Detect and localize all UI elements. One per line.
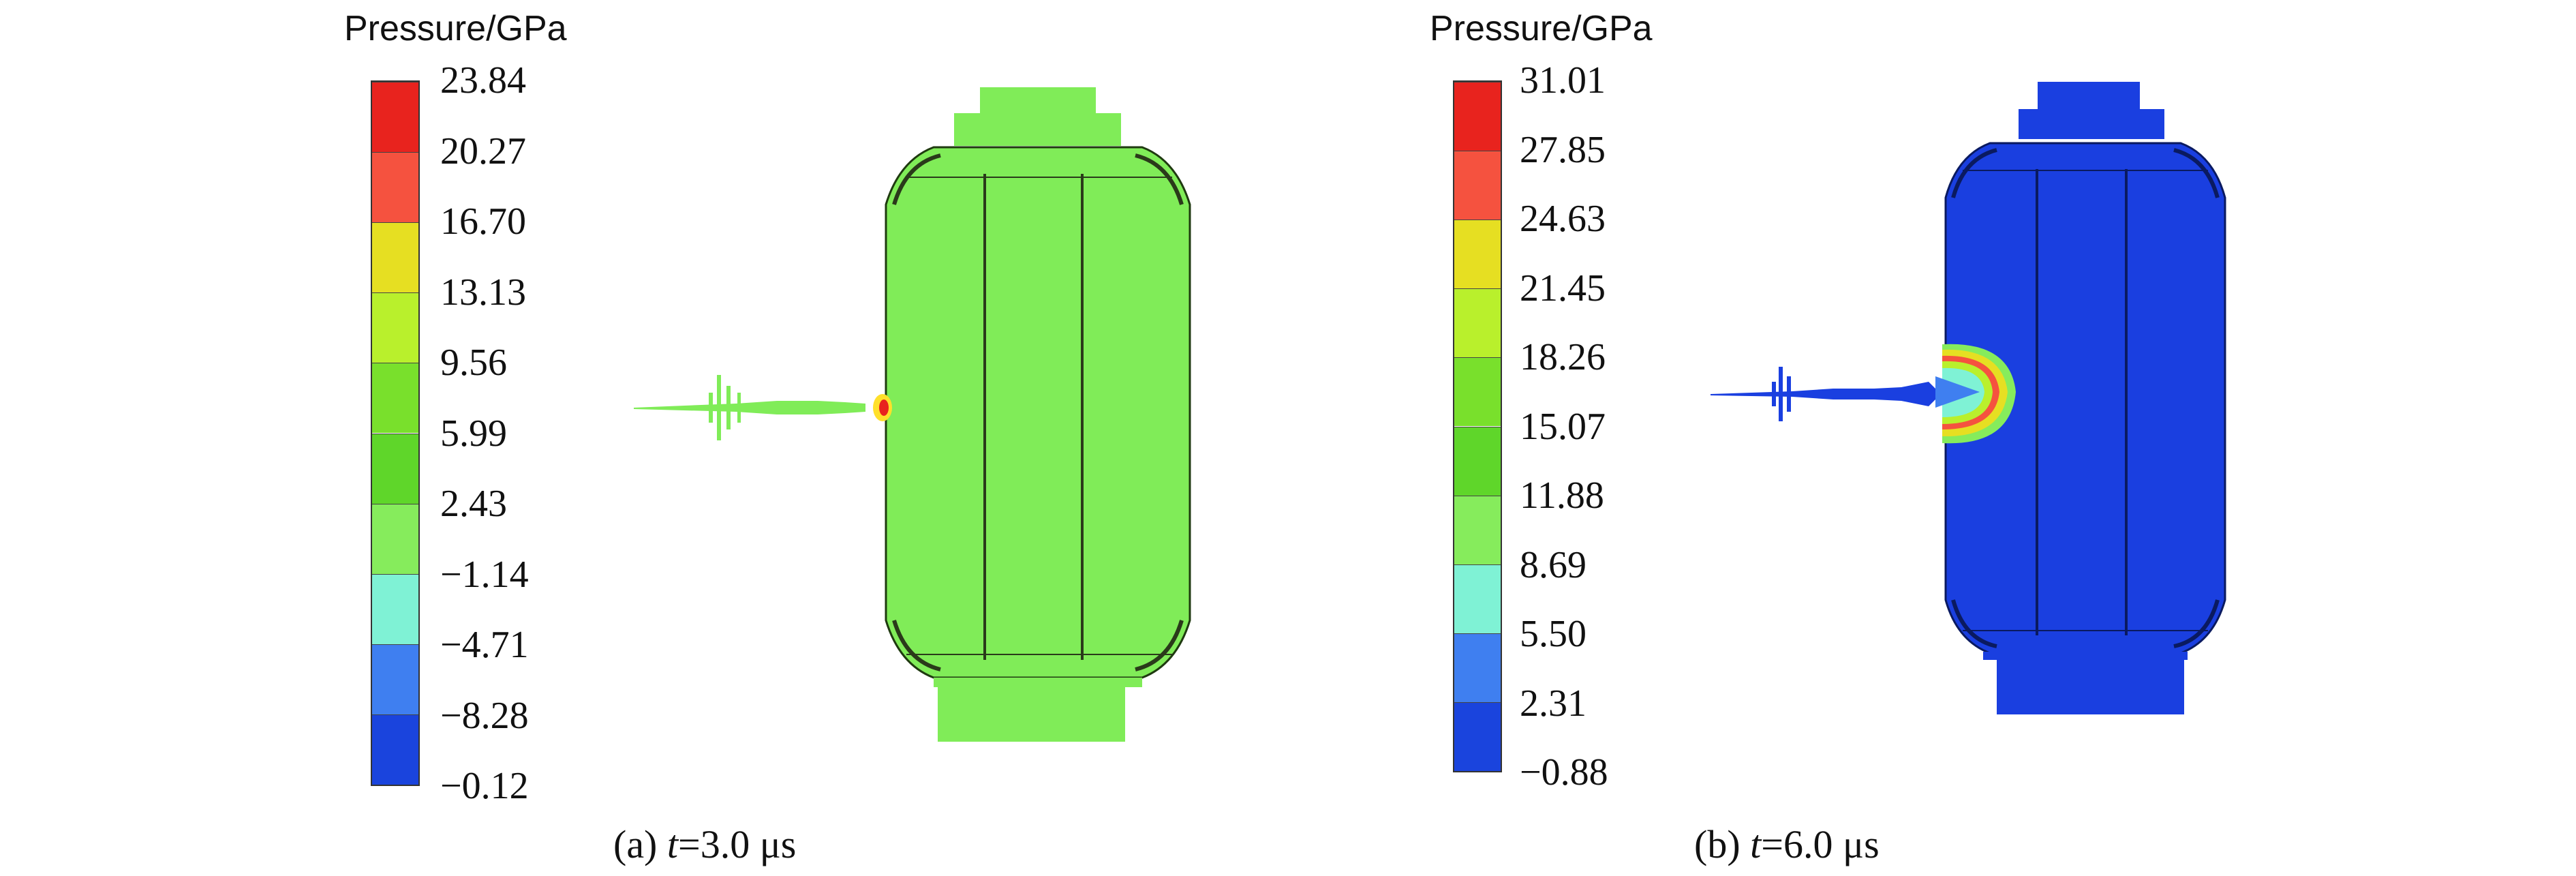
- colorbar-tick-label: 11.88: [1520, 474, 1604, 517]
- vessel-bottom-base: [1997, 659, 2184, 714]
- colorbar-band: [1454, 495, 1501, 564]
- caption-b: (b) t=6.0 μs: [1694, 822, 1880, 866]
- colorbar-band: [372, 292, 418, 363]
- projectile: [1711, 382, 1935, 406]
- colorbar-band: [1454, 426, 1501, 496]
- vessel-bottom-base: [938, 686, 1125, 742]
- vessel-top-neck: [2019, 109, 2164, 139]
- colorbar-tick-label: −1.14: [440, 553, 529, 596]
- colorbar-band: [1454, 564, 1501, 633]
- colorbar-band: [1454, 357, 1501, 427]
- caption-a: (a) t=3.0 μs: [613, 822, 797, 866]
- colorbar-tick-label: −4.71: [440, 624, 529, 666]
- impact-core: [879, 399, 889, 416]
- penetration-cone: [1935, 376, 1980, 408]
- colorbar-band: [1454, 151, 1501, 220]
- colorbar-band: [372, 222, 418, 293]
- colorbar-tick-label: 23.84: [440, 59, 526, 102]
- vessel-body: [885, 146, 1191, 679]
- projectile-fin: [709, 393, 713, 423]
- projectile-fin: [1787, 376, 1791, 412]
- colorbar-tick-label: −8.28: [440, 694, 529, 737]
- colorbar-tick-label: 15.07: [1520, 405, 1606, 448]
- colorbar-tick-label: 5.99: [440, 412, 507, 455]
- colorbar-band: [372, 363, 418, 434]
- colorbar-band: [372, 714, 418, 785]
- colorbar-tick-label: 5.50: [1520, 613, 1586, 655]
- vessel-simulation: [634, 87, 1191, 742]
- legend-title: Pressure/GPa: [344, 9, 567, 48]
- colorbar-band: [372, 152, 418, 223]
- colorbar-band: [1454, 701, 1501, 771]
- projectile-fin: [1772, 382, 1776, 406]
- vessel-top-cap: [980, 87, 1096, 115]
- colorbar-band: [1454, 633, 1501, 702]
- legend-title: Pressure/GPa: [1430, 9, 1653, 48]
- colorbar-tick-label: 13.13: [440, 271, 526, 314]
- colorbar-band: [1454, 288, 1501, 358]
- colorbar-tick-label: 24.63: [1520, 198, 1606, 240]
- vessel-bottom-rim: [934, 678, 1142, 687]
- colorbar-tick-label: 20.27: [440, 130, 526, 172]
- colorbar-tick-label: 27.85: [1520, 128, 1606, 171]
- colorbar-band: [1454, 220, 1501, 289]
- colorbar-tick-label: 2.31: [1520, 682, 1586, 725]
- colorbar-tick-label: 18.26: [1520, 336, 1606, 378]
- colorbar-tick-label: 31.01: [1520, 59, 1606, 102]
- vessel-bottom-rim: [1983, 652, 2188, 660]
- vessel-top-neck: [954, 113, 1121, 146]
- colorbar-tick-label: −0.88: [1520, 751, 1608, 794]
- colorbar-band: [372, 644, 418, 714]
- vessel-top-cap: [2038, 82, 2140, 113]
- vessel-body: [1944, 142, 2226, 654]
- pressure-colorbar: [371, 80, 420, 786]
- colorbar-tick-label: 16.70: [440, 200, 526, 243]
- colorbar-tick-label: 9.56: [440, 342, 507, 384]
- colorbar-tick-label: −0.12: [440, 765, 529, 807]
- projectile: [634, 401, 865, 414]
- projectile-fin: [737, 393, 741, 423]
- colorbar-tick-label: 8.69: [1520, 543, 1586, 586]
- colorbar-band: [372, 433, 418, 504]
- colorbar-band: [1454, 82, 1501, 151]
- colorbar-tick-label: 21.45: [1520, 267, 1606, 309]
- colorbar-tick-label: 2.43: [440, 483, 507, 525]
- pressure-colorbar: [1453, 80, 1502, 772]
- colorbar-band: [372, 573, 418, 644]
- panel-a: Pressure/GPa: [344, 9, 1191, 866]
- projectile-fin: [717, 375, 721, 440]
- colorbar-band: [372, 82, 418, 153]
- colorbar-band: [372, 503, 418, 574]
- vessel-simulation: [1711, 82, 2226, 714]
- projectile-fin: [726, 386, 731, 429]
- panel-b: Pressure/GPa: [1288, 0, 2576, 876]
- projectile-fin: [1779, 367, 1783, 421]
